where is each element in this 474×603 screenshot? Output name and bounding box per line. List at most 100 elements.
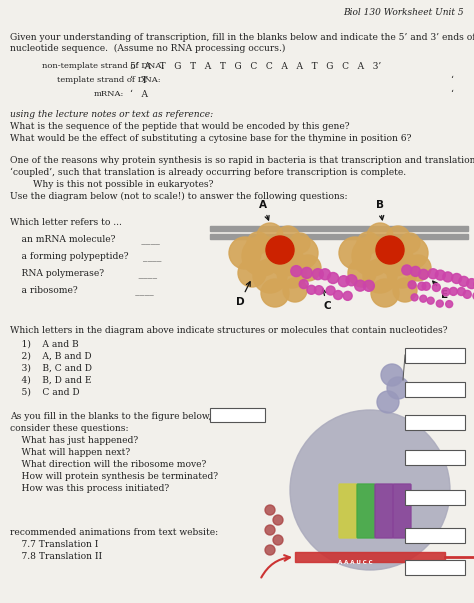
Circle shape [265,545,275,555]
Text: an mRNA molecule?         ____: an mRNA molecule? ____ [10,234,160,244]
Circle shape [428,269,438,279]
Circle shape [393,278,417,302]
Circle shape [266,236,294,264]
Text: Which letters in the diagram above indicate structures or molecules that contain: Which letters in the diagram above indic… [10,326,447,335]
Text: a ribosome?                    ____: a ribosome? ____ [10,285,154,295]
Text: nucleotide sequence.  (Assume no RNA processing occurs.): nucleotide sequence. (Assume no RNA proc… [10,44,285,53]
Circle shape [364,280,374,291]
Bar [405,560,465,575]
Circle shape [386,226,410,250]
Circle shape [277,258,307,288]
Circle shape [355,280,365,291]
Circle shape [334,291,343,300]
Text: RNA polymerase?            ____: RNA polymerase? ____ [10,268,157,278]
Circle shape [286,237,318,269]
Circle shape [319,269,330,280]
Circle shape [457,288,465,295]
Circle shape [387,258,417,288]
Text: 2)    A, B and D: 2) A, B and D [10,352,91,361]
Text: template strand of DNA:: template strand of DNA: [57,76,161,84]
Circle shape [381,364,403,386]
Circle shape [238,259,266,287]
Circle shape [435,270,445,280]
Text: using the lecture notes or text as reference:: using the lecture notes or text as refer… [10,110,213,119]
Bar [405,490,465,505]
FancyBboxPatch shape [357,484,375,538]
Text: 1)    A and B: 1) A and B [10,340,79,349]
Circle shape [400,233,420,253]
Text: recommended animations from text website:: recommended animations from text website… [10,528,218,537]
Text: a forming polypeptide?     ____: a forming polypeptide? ____ [10,251,162,260]
Text: Biol 130 Worksheet Unit 5: Biol 130 Worksheet Unit 5 [343,8,464,17]
Text: 4)    B, D and E: 4) B, D and E [10,376,91,385]
Text: mRNA:: mRNA: [94,90,124,98]
Circle shape [273,535,283,545]
Circle shape [265,525,275,535]
Text: ‘   T: ‘ T [130,76,147,85]
Text: 5’  A   T   G   T   A   T   G   C   C   A   A   T   G   C   A   3’: 5’ A T G T A T G C C A A T G C A 3’ [130,62,381,71]
Circle shape [301,267,312,279]
Text: 7.7 Translation I: 7.7 Translation I [10,540,99,549]
Circle shape [377,240,413,276]
FancyBboxPatch shape [393,484,411,538]
FancyBboxPatch shape [339,484,357,538]
Text: non-template strand of DNA:: non-template strand of DNA: [42,62,164,70]
Text: Which letter refers to ...: Which letter refers to ... [10,218,122,227]
Circle shape [346,275,357,286]
FancyBboxPatch shape [375,484,393,538]
Circle shape [290,410,450,570]
Circle shape [267,240,303,276]
Circle shape [446,300,453,308]
Text: ‘: ‘ [450,76,453,85]
Circle shape [343,291,352,300]
Circle shape [377,391,399,413]
Text: How was this process initiated?: How was this process initiated? [10,484,169,493]
Circle shape [314,286,323,295]
Circle shape [338,276,349,286]
Bar [295,552,445,562]
Text: consider these questions:: consider these questions: [10,424,128,433]
Circle shape [339,237,371,269]
Bar [210,226,468,231]
Circle shape [265,505,275,515]
Circle shape [283,278,307,302]
Circle shape [459,276,469,286]
Circle shape [418,282,426,290]
Text: E: E [433,281,448,300]
Circle shape [357,232,379,254]
Circle shape [408,281,416,289]
Text: As you fill in the blanks to the figure below,: As you fill in the blanks to the figure … [10,412,211,421]
Text: A: A [259,200,269,220]
Circle shape [422,282,430,290]
Circle shape [466,279,474,289]
Circle shape [348,259,376,287]
Text: How will protein synthesis be terminated?: How will protein synthesis be terminated… [10,472,218,481]
Circle shape [443,272,453,282]
Circle shape [257,223,283,249]
Circle shape [367,223,393,249]
Bar [210,408,265,422]
Bar [405,450,465,465]
Circle shape [387,377,409,399]
Text: What is the sequence of the peptide that would be encoded by this gene?: What is the sequence of the peptide that… [10,122,350,131]
Text: B: B [376,200,384,220]
Text: A A A U C C: A A A U C C [337,560,372,564]
Circle shape [299,280,308,289]
Circle shape [405,255,431,281]
Circle shape [352,236,392,276]
Circle shape [427,297,434,304]
Circle shape [307,285,316,294]
Circle shape [473,292,474,300]
Circle shape [436,300,443,307]
Circle shape [290,233,310,253]
Bar [405,382,465,397]
Circle shape [326,286,335,295]
Circle shape [371,279,399,307]
Text: 3)    B, C and D: 3) B, C and D [10,364,92,373]
Circle shape [247,232,269,254]
Text: What would be the effect of substituting a cytosine base for the thymine in posi: What would be the effect of substituting… [10,134,411,143]
Circle shape [463,291,471,298]
Circle shape [411,294,418,301]
Circle shape [402,265,412,275]
Bar [405,415,465,430]
